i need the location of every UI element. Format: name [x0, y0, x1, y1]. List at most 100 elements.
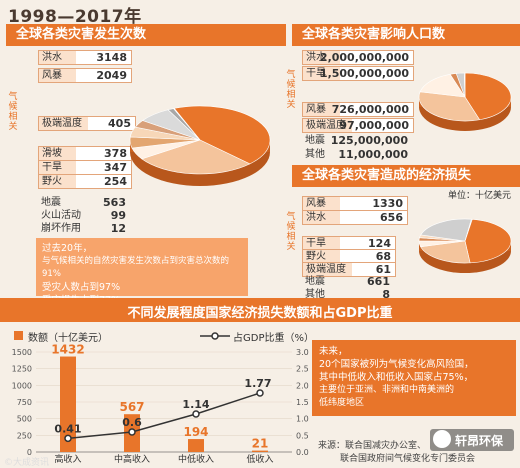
source-line-1: 来源：联合国减灾办公室、	[318, 441, 427, 451]
y-tick-label: 250	[17, 431, 32, 440]
people-row-label: 其他	[305, 149, 325, 160]
bar-value-label: 1432	[51, 343, 84, 357]
occurrence-row: 干旱 347	[38, 160, 132, 175]
y-tick-label: 500	[17, 415, 32, 424]
gdp-line	[67, 392, 261, 440]
pie-slice-洪水	[464, 72, 512, 121]
note-line-3: 受灾人数占到97%	[42, 282, 121, 293]
pie-slice-地震	[420, 218, 472, 242]
occurrence-row-label: 滑坡	[39, 147, 76, 160]
loss-row-label: 干旱	[303, 237, 340, 250]
note-left: 过去20年， 与气候相关的自然灾害发生次数占到灾害总次数的91% 受灾人数占到9…	[36, 238, 248, 306]
category-label: 中高收入	[114, 453, 150, 465]
legend-line-swatch	[200, 332, 230, 340]
y-tick-label: 1250	[12, 365, 32, 374]
pie-slice-崩坏作用	[173, 108, 201, 141]
loss-row-value: 661	[367, 275, 390, 288]
legend-bar-label: 数额（十亿美元）	[28, 333, 108, 344]
gdp-point-低收入	[256, 389, 264, 397]
note-right: 未来， 20个国家被列为气候变化高风险国， 其中中低收入和低收入国家占75%， …	[312, 340, 516, 416]
people-row: 洪水 2,000,000,000	[302, 50, 414, 65]
y2-tick-label: 3.0	[296, 348, 309, 357]
people-title: 全球各类灾害影响人口数	[292, 24, 520, 46]
occurrence-row: 极端温度 405	[38, 116, 136, 131]
occurrence-row: 风暴 2049	[38, 68, 132, 83]
category-label: 低收入	[246, 453, 273, 465]
occurrences-title: 全球各类灾害发生次数	[6, 24, 286, 46]
pie-slice-其他	[463, 72, 466, 98]
note-right-line-2: 20个国家被列为气候变化高风险国，	[319, 359, 474, 370]
occurrence-row-value: 3148	[96, 51, 127, 64]
note-right-line-3: 其中中低收入和低收入国家占75%，	[319, 372, 474, 383]
people-row: 极端温度 97,000,000	[302, 118, 414, 133]
occurrence-row: 洪水 3148	[38, 50, 132, 65]
people-row-label: 极端温度	[303, 119, 352, 132]
occurrence-row-value: 99	[110, 209, 126, 222]
occurrence-row-label: 野火	[39, 175, 76, 188]
y2-tick-label: 1.0	[296, 415, 309, 424]
pie-slice-其他	[464, 218, 473, 242]
gdp-value-label: 1.77	[244, 377, 271, 390]
people-row-value: 11,000,000	[338, 148, 408, 161]
loss-row-label: 极端温度	[303, 263, 352, 276]
loss-row-value: 68	[375, 250, 391, 263]
occurrence-row-value: 12	[110, 222, 126, 235]
occurrence-row-label: 火山活动	[41, 210, 81, 221]
gdp-point-高收入	[64, 434, 72, 443]
loss-row-label: 其他	[305, 289, 325, 300]
gdp-value-label: 0.6	[122, 416, 142, 429]
occurrence-row: 野火 254	[38, 174, 132, 189]
bar-value-label: 567	[119, 400, 144, 414]
y-tick-label: 750	[17, 398, 32, 407]
bar-高收入	[60, 356, 76, 452]
bar-value-label: 21	[252, 437, 269, 451]
occurrence-row-label: 干旱	[39, 161, 76, 174]
note-line-2: 与气候相关的自然灾害发生次数占到灾害总次数的91%	[42, 256, 230, 279]
loss-row: 其他 8	[302, 288, 394, 301]
people-row-value: 97,000,000	[339, 119, 409, 132]
category-label: 高收入	[54, 453, 81, 465]
note-right-line-4: 主要位于亚洲、非洲和中南美洲的	[319, 385, 455, 395]
occurrence-row-label: 风暴	[39, 69, 76, 82]
people-row: 地震 125,000,000	[302, 134, 412, 147]
climate-label-people: 气候相关	[286, 70, 296, 110]
y-tick-label: 1500	[12, 348, 32, 357]
note-line-1: 过去20年，	[42, 243, 93, 254]
note-right-line-1: 未来，	[319, 346, 348, 357]
legend-line-label: 占GDP比重（%）	[233, 333, 314, 344]
occurrence-row: 地震 563	[38, 196, 130, 209]
bottom-banner	[0, 298, 520, 322]
pie-slice-干旱	[418, 91, 481, 122]
occurrence-row-label: 洪水	[39, 51, 76, 64]
losses-pie	[418, 218, 512, 273]
climate-label-losses: 气候相关	[286, 212, 296, 252]
gdp-value-label: 0.41	[54, 422, 81, 435]
loss-row-value: 8	[382, 288, 390, 301]
climate-label-text: 气候相关	[8, 92, 18, 132]
people-row-label: 地震	[305, 135, 325, 146]
loss-row-value: 1330	[372, 197, 403, 210]
occurrence-row-label: 崩坏作用	[41, 223, 81, 234]
wechat-icon	[433, 430, 451, 448]
people-row-label: 洪水	[303, 51, 340, 64]
loss-row: 地震 661	[302, 275, 394, 288]
pie-slice-风暴	[141, 139, 251, 175]
loss-row-value: 124	[368, 237, 391, 250]
climate-label-text: 气候相关	[286, 70, 296, 110]
loss-row-value: 656	[380, 211, 403, 224]
loss-row: 风暴 1330	[302, 196, 408, 211]
people-row-label: 风暴	[303, 103, 340, 116]
bar-中低收入	[188, 439, 204, 452]
note-right-line-5: 低纬度地区	[319, 398, 365, 408]
occurrence-row: 火山活动 99	[38, 209, 130, 222]
category-label: 中低收入	[178, 453, 214, 465]
combo-chart: 0 250 500 750 1000 1250 1500 0.0 0.5 1.0 1.5 2.0 2.5…	[12, 343, 309, 465]
occurrence-row-value: 254	[104, 175, 127, 188]
losses-unit: 单位：十亿美元	[448, 191, 512, 201]
occurrences-pie	[129, 105, 271, 186]
loss-row-label: 风暴	[303, 197, 340, 210]
gdp-value-label: 1.14	[182, 398, 209, 411]
bottom-title: 不同发展程度国家经济损失数额和占GDP比重	[127, 306, 393, 321]
loss-row-value: 61	[375, 263, 391, 276]
losses-title: 全球各类灾害造成的经济损失	[292, 165, 520, 187]
